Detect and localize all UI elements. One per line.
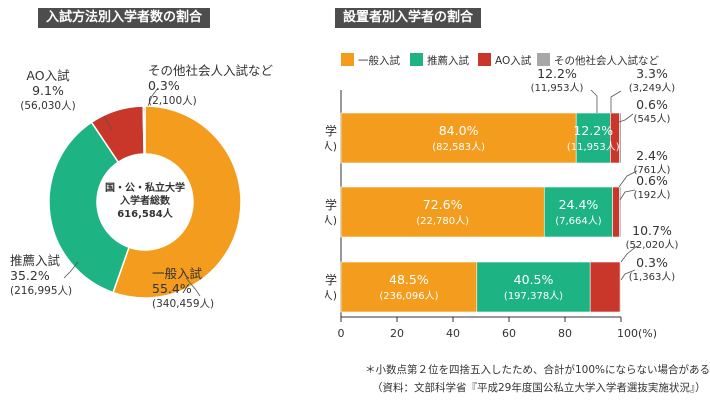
row-total-1: (31,397人)	[325, 214, 337, 227]
callout-pct-2-3: 0.3%	[636, 255, 668, 270]
callout-pct-1-3: 0.6%	[636, 173, 668, 188]
slice-count-3: (2,100人)	[148, 95, 197, 107]
callout-pct-1-2: 2.4%	[636, 148, 668, 163]
slice-pct-3: 0.3%	[148, 78, 180, 93]
bar-segment-0-1	[575, 112, 611, 164]
donut-center-line-0: 国・公・私立大学	[105, 181, 185, 194]
leader-line-general	[185, 277, 201, 297]
donut-slice-3	[142, 105, 146, 155]
donut-slice-1	[48, 121, 130, 294]
donut-center-line-1: 入学者総数	[120, 194, 171, 207]
bar-pct-1-0: 72.6%	[423, 197, 463, 212]
bar-count-1-0: (22,780人)	[416, 215, 469, 227]
left-chart-title: 入試方法別入学者数の割合	[38, 8, 211, 28]
slice-pct-1: 35.2%	[10, 268, 50, 283]
slice-count-2: (56,030人)	[20, 100, 75, 112]
bar-segment-1-3	[619, 186, 622, 238]
callout-leader-2-2	[620, 245, 638, 263]
row-name-2: 私立大学	[325, 272, 337, 287]
callout-leader-0-2	[610, 90, 622, 113]
callout-count-0-2: (3,249人)	[629, 82, 676, 94]
bar-segment-1-2	[612, 186, 620, 238]
leader-line-ao	[103, 115, 113, 131]
bar-segment-1-0	[340, 186, 545, 238]
bar-pct-1-1: 24.4%	[559, 197, 599, 212]
stacked-bar-chart: 一般入試 推薦入試 AO入試 その他社会人入試など 0 20 40 60 80 100(%) 国立大…	[325, 53, 679, 340]
slice-pct-0: 55.4%	[152, 281, 192, 296]
callout-pct-2-2: 10.7%	[632, 223, 672, 238]
leader-line-other	[147, 87, 159, 107]
legend-label-1: 推薦入試	[427, 54, 469, 67]
legend-swatch-2	[478, 53, 491, 66]
bar-segment-2-2	[589, 261, 621, 313]
row-name-0: 国立大学	[325, 123, 337, 138]
slice-label-2: AO入試	[26, 68, 70, 83]
callout-count-1-3: (192人)	[634, 189, 671, 201]
callout-leader-0-1	[590, 89, 598, 113]
legend-swatch-3	[537, 53, 550, 66]
callout-count-0-3: (545人)	[634, 113, 671, 125]
legend-label-2: AO入試	[495, 54, 532, 67]
right-chart-title: 設置者別入学者の割合	[335, 8, 482, 28]
slice-pct-2: 9.1%	[32, 83, 64, 98]
x-tick-label-4: 80	[558, 327, 572, 340]
x-tick-label-0: 0	[338, 327, 345, 340]
bar-pct-0-0: 84.0%	[439, 123, 479, 138]
slice-count-0: (340,459人)	[152, 298, 214, 310]
legend-label-3: その他社会人入試など	[554, 54, 659, 67]
bar-pct-2-1: 40.5%	[514, 272, 554, 287]
bar-count-1-1: (7,664人)	[555, 215, 602, 227]
bar-segment-2-1	[476, 261, 591, 313]
slice-label-3: その他社会人入試など	[148, 63, 274, 78]
callout-leader-0-3	[618, 113, 634, 123]
bar-pct-2-0: 48.5%	[389, 272, 429, 287]
bar-count-0-1: (11,953人)	[567, 141, 620, 153]
callout-count-2-3: (1,363人)	[629, 271, 676, 283]
slice-label-0: 一般入試	[152, 266, 203, 281]
callout-pct-0-2: 3.3%	[636, 66, 668, 81]
source-note: （資料：文部科学省『平成29年度国公私立大学入学者選抜実施状況』）	[372, 382, 706, 394]
x-tick-label-5: 100(%)	[617, 327, 657, 340]
x-tick-label-1: 20	[390, 327, 404, 340]
bar-segment-0-3	[619, 112, 622, 164]
legend-label-0: 一般入試	[358, 54, 400, 67]
bar-segment-0-2	[610, 112, 620, 164]
donut-center-line-2: 616,584人	[117, 207, 174, 220]
leader-line-recommend	[63, 261, 79, 279]
callout-pct-0-1: 12.2%	[537, 66, 577, 81]
callout-count-0-1: (11,953人)	[531, 82, 584, 94]
callout-pct-0-3: 0.6%	[636, 97, 668, 112]
callout-leader-1-3	[619, 189, 636, 201]
slice-count-1: (216,995人)	[10, 285, 72, 297]
row-name-1: 公立大学	[325, 197, 337, 212]
row-total-2: (486,857人)	[325, 289, 337, 302]
bar-segment-2-3	[619, 261, 622, 313]
x-tick-label-2: 40	[446, 327, 460, 340]
rounding-note: ＊小数点第２位を四捨五入したため、合計が100%にならない場合がある。	[365, 364, 710, 376]
bar-pct-0-1: 12.2%	[573, 123, 613, 138]
legend-swatch-1	[410, 53, 423, 66]
bar-segment-0-0	[340, 112, 577, 164]
slice-label-1: 推薦入試	[10, 253, 61, 268]
x-tick-label-3: 60	[502, 327, 516, 340]
callout-count-2-2: (52,020人)	[626, 239, 679, 251]
bar-count-0-0: (82,583人)	[432, 141, 485, 153]
row-total-0: (98,330人)	[325, 140, 337, 153]
bar-count-2-1: (197,378人)	[504, 290, 563, 302]
bar-segment-1-1	[543, 186, 613, 238]
legend-swatch-0	[341, 53, 354, 66]
callout-leader-1-2	[618, 170, 638, 188]
bar-segment-2-0	[340, 261, 478, 313]
callout-count-1-2: (761人)	[634, 164, 671, 176]
callout-leader-2-3	[620, 269, 636, 281]
bar-count-2-0: (236,096人)	[379, 290, 438, 302]
